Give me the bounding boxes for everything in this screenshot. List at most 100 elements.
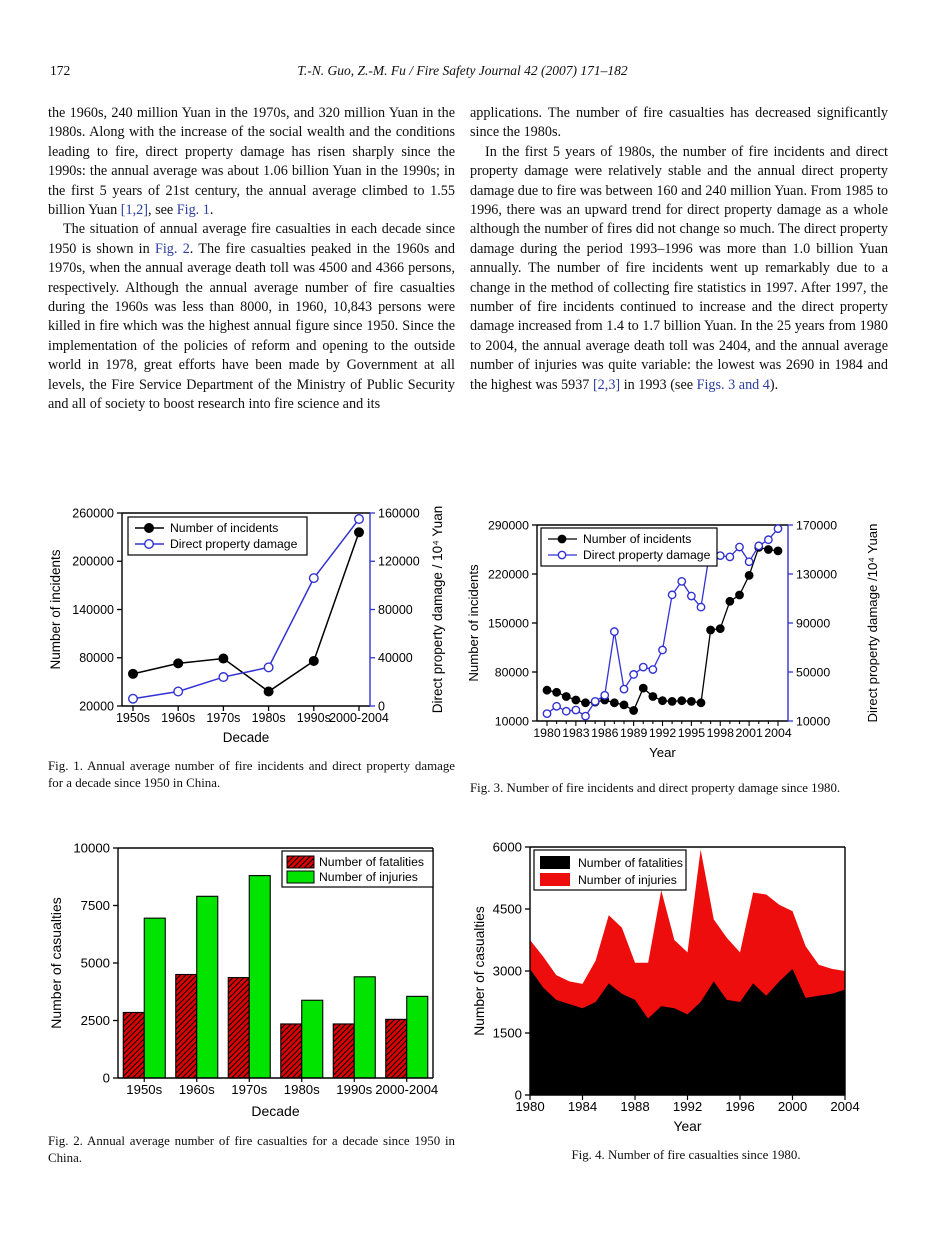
svg-text:1984: 1984	[568, 1099, 597, 1114]
citation-link[interactable]: [1,2]	[120, 202, 148, 219]
svg-text:1998: 1998	[707, 726, 735, 740]
y-axis-left: 0 1500 3000 4500 6000	[493, 840, 530, 1103]
svg-text:5000: 5000	[81, 956, 110, 971]
svg-text:1988: 1988	[620, 1099, 649, 1114]
y-axis-left: 10000 80000 150000 220000 290000	[488, 518, 537, 728]
svg-text:1980s: 1980s	[252, 711, 286, 725]
paragraph: applications. The number of fire casualt…	[470, 104, 888, 143]
right-text-column: applications. The number of fire casualt…	[470, 104, 888, 395]
svg-text:2004: 2004	[830, 1099, 859, 1114]
paragraph: the 1960s, 240 million Yuan in the 1970s…	[48, 104, 455, 220]
svg-text:170000: 170000	[796, 518, 837, 532]
svg-text:1970s: 1970s	[231, 1082, 267, 1097]
svg-text:120000: 120000	[378, 555, 420, 569]
svg-text:200000: 200000	[72, 555, 114, 569]
y-axis-label: Number of casualties	[48, 897, 64, 1029]
svg-text:Number of incidents: Number of incidents	[48, 549, 63, 669]
svg-text:Number of casualties: Number of casualties	[48, 897, 64, 1029]
y-axis-label: Direct property damage /10⁴ Yuan	[865, 524, 880, 723]
text-segment: ).	[769, 376, 779, 393]
svg-text:10000: 10000	[73, 841, 110, 856]
svg-text:Year: Year	[649, 745, 676, 760]
fig4-caption: Fig. 4. Number of fire casualties since …	[571, 1148, 801, 1162]
svg-text:Direct property damage: Direct property damage	[583, 548, 711, 562]
svg-text:2000-2004: 2000-2004	[329, 711, 389, 725]
svg-text:10000: 10000	[495, 714, 529, 728]
x-axis-label: Decade	[223, 730, 270, 745]
svg-text:1980: 1980	[533, 726, 561, 740]
svg-text:1995: 1995	[678, 726, 706, 740]
svg-text:Number of incidents: Number of incidents	[583, 532, 691, 546]
fig3-caption: Fig. 3. Number of fire incidents and dir…	[470, 781, 841, 795]
legend: Number of incidents Direct property damag…	[540, 527, 718, 567]
text-segment: applications. The number of fire casualt…	[470, 105, 888, 141]
svg-text:50000: 50000	[796, 665, 830, 679]
svg-text:140000: 140000	[72, 603, 114, 617]
series-incidents	[542, 543, 783, 715]
svg-text:1989: 1989	[620, 726, 648, 740]
y-axis-label: Number of incidents	[48, 549, 63, 669]
svg-text:1990s: 1990s	[297, 711, 331, 725]
svg-text:Number of injuries: Number of injuries	[578, 873, 677, 887]
fig4-chart: 0 1500 3000 4500 6000 1980 1984 1988 1992 1996 200…	[472, 840, 860, 1134]
svg-text:160000: 160000	[378, 506, 420, 520]
svg-text:80000: 80000	[79, 651, 114, 665]
svg-text:1986: 1986	[591, 726, 619, 740]
svg-text:3000: 3000	[493, 964, 522, 979]
y-axis-left: 20000 80000 140000 200000 260000	[72, 506, 122, 713]
y-axis-label: Direct property damage / 10⁴ Yuan	[430, 506, 445, 713]
svg-text:6000: 6000	[493, 840, 522, 855]
svg-text:40000: 40000	[378, 651, 413, 665]
svg-text:80000: 80000	[378, 603, 413, 617]
text-segment: the 1960s, 240 million Yuan in the 1970s…	[48, 105, 455, 219]
citation-link[interactable]: Fig. 2	[154, 240, 190, 257]
y-axis-left: 0 2500 5000 7500 10000	[73, 841, 118, 1086]
svg-text:2500: 2500	[81, 1013, 110, 1028]
series-incidents	[127, 527, 365, 697]
svg-text:2000-2004: 2000-2004	[375, 1082, 438, 1097]
page-number: 172	[50, 63, 71, 78]
svg-text:1500: 1500	[493, 1026, 522, 1041]
svg-text:Number of incidents: Number of incidents	[466, 564, 481, 682]
bars	[122, 875, 429, 1079]
svg-text:10000: 10000	[796, 714, 830, 728]
y-axis-right: 0 40000 80000 120000 160000	[370, 506, 420, 713]
svg-text:150000: 150000	[488, 616, 529, 630]
svg-text:1990s: 1990s	[336, 1082, 372, 1097]
svg-text:290000: 290000	[488, 518, 529, 532]
svg-text:1960s: 1960s	[161, 711, 195, 725]
svg-text:1950s: 1950s	[126, 1082, 162, 1097]
text-segment: .	[209, 202, 214, 219]
svg-text:1950s: 1950s	[116, 711, 150, 725]
svg-text:2000: 2000	[778, 1099, 807, 1114]
svg-text:220000: 220000	[488, 567, 529, 581]
citation-link[interactable]: [2,3]	[592, 376, 621, 393]
svg-text:Direct property damage /10⁴ Yu: Direct property damage /10⁴ Yuan	[865, 524, 880, 723]
citation-link[interactable]: Fig. 1	[176, 202, 210, 219]
paragraph: In the first 5 years of 1980s, the numbe…	[470, 143, 888, 395]
svg-text:0: 0	[378, 699, 385, 713]
running-title: T.-N. Guo, Z.-M. Fu / Fire Safety Journa…	[297, 63, 628, 78]
text-segment: in 1993 (see	[620, 376, 697, 393]
svg-text:Number of casualties: Number of casualties	[472, 906, 487, 1036]
series-damage	[542, 524, 783, 721]
svg-text:0: 0	[515, 1088, 522, 1103]
x-axis: 1980 1983 1986 1989 1992 1995 1998 2001 2004	[533, 721, 792, 740]
series-damage	[127, 514, 365, 704]
svg-text:Direct property damage: Direct property damage	[170, 537, 298, 551]
svg-text:20000: 20000	[79, 699, 114, 713]
svg-text:80000: 80000	[495, 665, 529, 679]
svg-text:1992: 1992	[673, 1099, 702, 1114]
plot-border	[536, 524, 789, 722]
svg-text:1992: 1992	[649, 726, 677, 740]
svg-text:4500: 4500	[493, 902, 522, 917]
svg-text:1983: 1983	[562, 726, 590, 740]
plot-border	[529, 846, 846, 1096]
citation-link[interactable]: Figs. 3 and 4	[696, 376, 770, 393]
svg-text:0: 0	[103, 1071, 110, 1086]
text-segment: The situation of annual average fire cas…	[48, 221, 455, 257]
